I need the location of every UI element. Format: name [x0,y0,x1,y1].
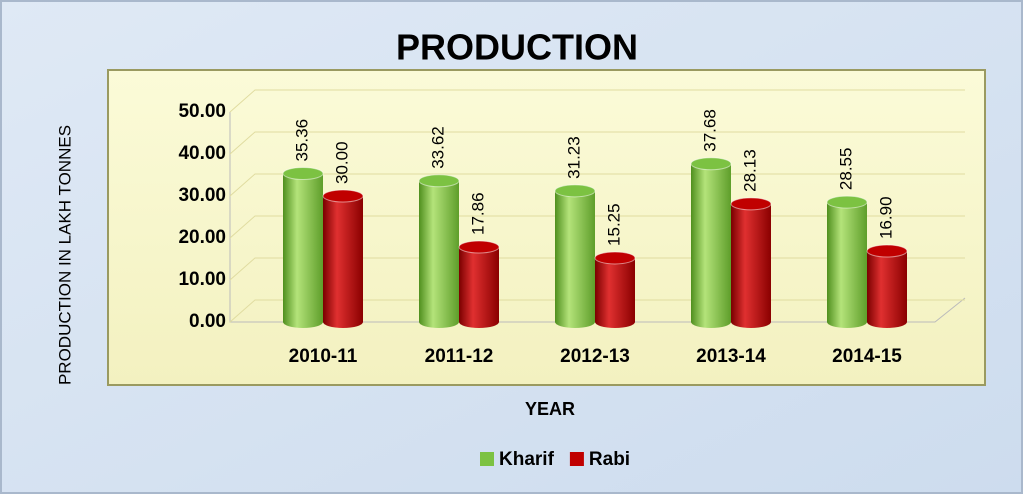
bar-body [419,180,459,322]
bar-base [555,316,595,328]
value-label: 28.13 [740,149,759,192]
x-tick-label: 2013-14 [696,346,766,367]
bar-body [867,251,907,322]
bar-top [282,166,324,180]
x-tick-label: 2014-15 [832,346,902,367]
value-label: 31.23 [564,136,583,179]
y-tick-label: 50.00 [178,101,226,122]
legend-swatch [569,452,584,466]
x-tick-label: 2011-12 [425,346,494,367]
bar-body [459,246,499,322]
bar-body [555,190,595,322]
bar-base [731,316,771,328]
bar [554,184,596,328]
y-tick-label: 20.00 [178,227,226,248]
bar [418,174,460,328]
grid-line [229,131,965,155]
legend-label: Kharif [499,449,555,470]
value-label: 16.90 [876,196,895,239]
bar-top [554,184,596,198]
y-axis-title: PRODUCTION IN LAKH TONNES [55,125,74,385]
y-tick-label: 30.00 [178,185,226,206]
bar [730,197,772,328]
bar [866,244,908,328]
bar-body [691,163,731,322]
bar [282,166,324,328]
bar [322,189,364,328]
x-tick-label: 2010-11 [289,346,358,367]
y-tick-label: 10.00 [178,269,226,290]
y-tick-label: 40.00 [178,143,226,164]
bar-base [419,316,459,328]
bar-top [418,174,460,188]
bar [594,251,636,328]
bar-top [730,197,772,211]
bar-body [595,257,635,322]
x-axis-title: YEAR [525,399,575,419]
grid-line [229,89,965,113]
bar [458,240,500,328]
chart-title: PRODUCTION [396,27,638,68]
bar-body [731,203,771,322]
legend-label: Rabi [589,449,630,470]
bar-base [459,316,499,328]
bar [826,195,868,328]
bar-top [826,195,868,209]
bar-body [323,196,363,322]
bar-top [458,240,500,254]
bar-base [595,316,635,328]
value-label: 30.00 [332,141,351,184]
value-label: 15.25 [604,203,623,246]
value-label: 28.55 [836,148,855,191]
bar-base [827,316,867,328]
value-label: 37.68 [700,109,719,152]
bar-base [283,316,323,328]
bar-base [691,316,731,328]
value-label: 33.62 [428,126,447,169]
bar-top [690,157,732,171]
x-tick-label: 2012-13 [560,346,630,367]
bar-top [322,189,364,203]
value-label: 35.36 [292,119,311,162]
legend-swatch [480,452,494,466]
bar [690,157,732,328]
bar-body [827,202,867,322]
bar-body [283,173,323,322]
bar-top [866,244,908,258]
bar-base [867,316,907,328]
y-tick-label: 0.00 [189,311,226,332]
value-label: 17.86 [468,192,487,235]
bar-base [323,316,363,328]
bar-top [594,251,636,265]
